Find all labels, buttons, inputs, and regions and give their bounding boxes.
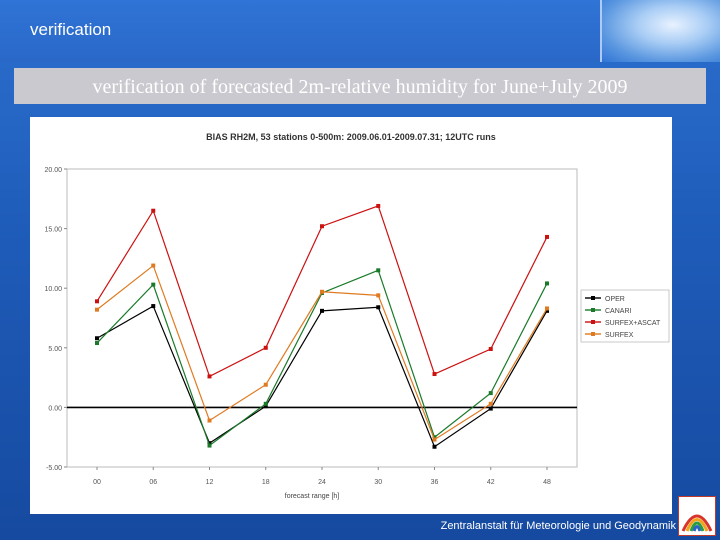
data-point [320,224,324,229]
data-point [95,341,99,346]
data-point [95,299,99,304]
sky-image [602,0,720,62]
footer-institute: Zentralanstalt für Meteorologie und Geod… [440,520,676,532]
data-point [263,401,268,406]
data-point [488,346,493,351]
data-point [432,435,437,440]
data-point [488,406,493,411]
series-line [96,305,548,448]
data-point [320,289,324,294]
header-divider [600,0,602,62]
data-point [207,441,212,446]
y-tick-label: 20.00 [44,167,62,174]
data-point [207,418,212,423]
data-point [263,345,268,350]
legend-label: CANARI [605,308,632,315]
chart-panel: BIAS RH2M, 53 stations 0-500m: 2009.06.0… [30,117,672,514]
data-point [488,401,493,406]
legend-label: SURFEX+ASCAT [605,320,661,327]
x-tick-label: 24 [318,479,326,486]
x-axis-label: forecast range [h] [285,493,340,500]
x-tick-label: 00 [93,479,101,486]
y-tick-label: 0.00 [48,405,62,412]
data-point [545,234,549,239]
x-tick-label: 18 [262,479,270,486]
legend-marker [591,296,595,300]
x-tick-label: 12 [206,479,214,486]
legend-marker [591,308,595,312]
plot-area [66,168,578,468]
line-chart: -5.00 0.00 5.00 10.00 15.00 20.00 00 06 12 18 24 30… [44,167,670,500]
legend-label: SURFEX [605,332,634,339]
x-tick-label: 48 [543,479,551,486]
data-point [320,308,324,313]
y-tick-label: 15.00 [44,227,62,234]
data-point [376,293,381,298]
legend-marker [591,332,595,336]
data-point [376,305,381,310]
data-point [432,444,437,449]
data-point [376,268,381,273]
data-point [207,374,212,379]
data-point [151,282,156,287]
x-tick-label: 30 [374,479,382,486]
data-point [207,443,212,448]
heading-bar [14,68,706,104]
data-point [151,304,156,309]
data-point [432,372,437,377]
data-point [95,307,99,312]
data-point [263,382,268,387]
data-point [545,308,549,313]
legend-marker [591,320,595,324]
y-tick-label: -5.00 [46,465,62,472]
x-tick-label: 42 [487,479,495,486]
data-point [95,336,99,341]
y-tick-label: 10.00 [44,286,62,293]
data-point [545,306,549,311]
chart-title: BIAS RH2M, 53 stations 0-500m: 2009.06.0… [206,132,496,142]
data-point [151,263,156,268]
data-point [432,437,437,442]
x-tick-label: 36 [431,479,439,486]
data-point [376,203,381,208]
data-point [545,281,549,286]
data-point [263,404,268,409]
legend-label: OPER [605,296,625,303]
slide-heading: verification of forecasted 2m-relative h… [92,76,628,98]
section-label: verification [30,20,112,39]
x-tick-label: 06 [149,479,157,486]
rainbow-logo-icon [681,514,713,532]
data-point [151,208,156,213]
institute-logo [678,496,716,536]
data-point [488,391,493,396]
y-tick-label: 5.00 [48,346,62,353]
